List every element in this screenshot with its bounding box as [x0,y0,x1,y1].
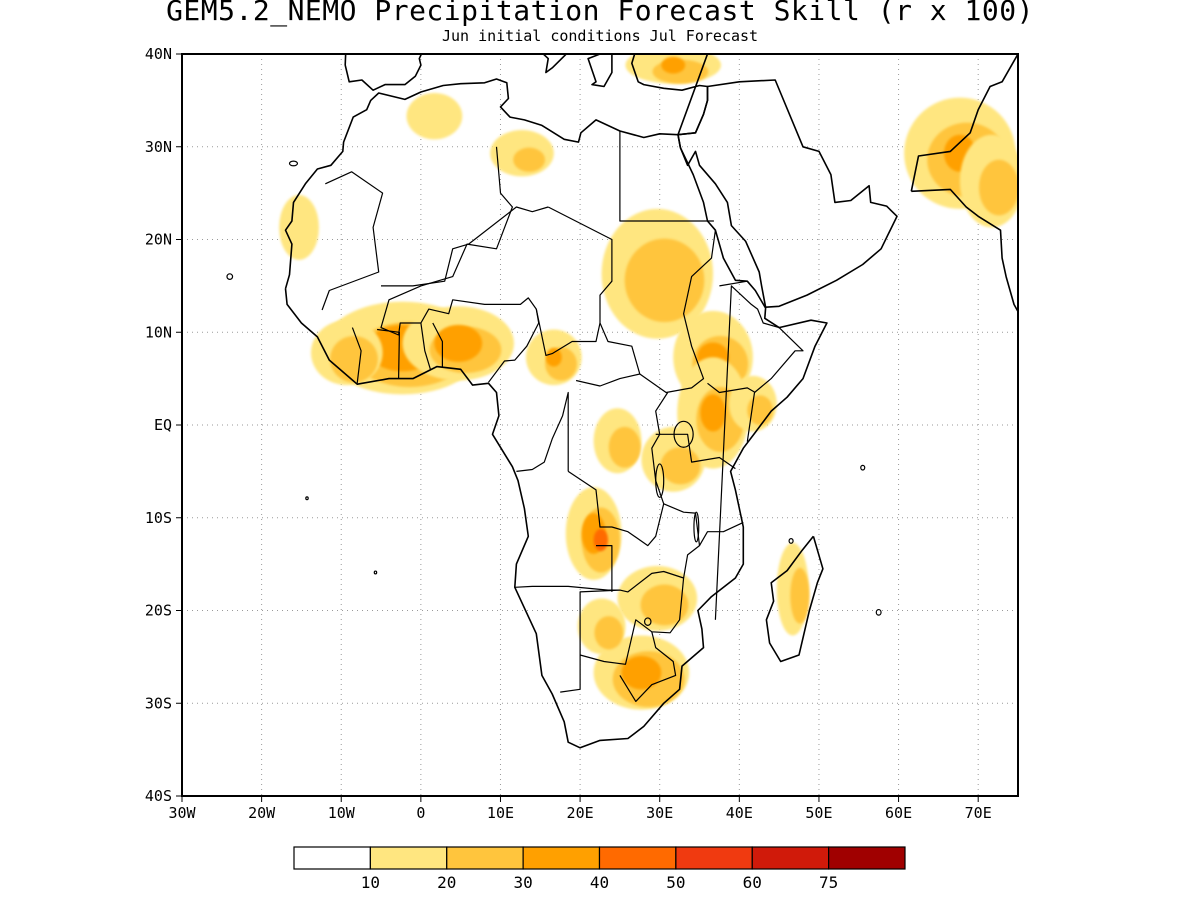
country-border [655,433,736,470]
y-tick-label: EQ [154,416,172,434]
country-border [596,544,613,592]
country-border [377,328,400,379]
y-tick-label: 10N [145,323,172,341]
skill-region [406,92,463,140]
country-border [547,206,716,394]
skill-region [978,159,1018,216]
y-tick-label: 20S [145,602,172,620]
country-border [707,382,756,394]
skill-region [624,238,705,323]
country-border [714,285,804,620]
skill-region [330,335,378,383]
y-tick-label: 10S [145,509,172,527]
skill-region [513,147,546,172]
country-border [698,521,744,546]
country-border [619,631,677,703]
small-feature [643,617,652,626]
colorbar-swatch [675,846,753,870]
x-tick-label: 30E [646,804,673,822]
small-feature [860,464,866,471]
skill-region [545,348,562,367]
coastlines [226,54,1018,749]
x-tick-label: 10W [328,804,356,822]
colorbar-label: 75 [819,873,838,892]
skill-region [279,194,319,260]
country-border [579,570,685,665]
country-border [380,146,540,383]
small-feature [226,273,234,280]
skill-region [434,324,483,362]
small-feature [288,160,299,167]
colorbar-swatch [598,846,677,870]
country-border [432,322,443,367]
skill-region [747,395,773,425]
colorbar-swatch [828,846,906,870]
x-axis-ticks: 30W 20W 10W 0 10E 20E 30E 40E 50E 60E 70E [168,796,992,822]
country-border [719,280,748,287]
chart-subtitle: Jun initial conditions Jul Forecast [441,27,759,45]
country-border [619,131,714,222]
skill-region [661,56,686,74]
country-border [516,391,569,472]
skill-region [594,616,624,650]
skill-region [608,426,641,468]
x-tick-label: 30W [168,804,196,822]
x-tick-label: 40E [726,804,753,822]
y-tick-label: 40S [145,787,172,805]
colorbar-label: 30 [513,873,532,892]
x-tick-label: 10E [487,804,514,822]
colorbar-label: 60 [743,873,762,892]
country-border [381,206,549,287]
colorbar-swatch [293,846,371,870]
colorbar-swatch [446,846,524,870]
small-feature [673,420,694,448]
colorbar-label: 40 [590,873,609,892]
small-feature [305,496,309,501]
colorbar-swatch [369,846,448,870]
x-tick-label: 70E [965,804,992,822]
skill-region [640,584,689,626]
colorbar-label: 10 [361,873,380,892]
x-tick-label: 0 [416,804,425,822]
skill-region [700,394,726,432]
colorbar-label: 20 [437,873,456,892]
small-feature [875,608,882,616]
y-tick-label: 20N [145,231,172,249]
small-feature [693,511,700,543]
skill-region [621,655,662,690]
country-border [351,327,362,384]
country-border [514,585,621,693]
country-border [575,373,640,387]
chart-title: GEM5.2_NEMO Precipitation Forecast Skill… [166,0,1034,27]
small-feature [373,570,378,575]
x-tick-label: 20W [248,804,276,822]
colorbar-swatch [522,846,601,870]
skill-region [593,528,608,552]
colorbar: 10 20 30 40 50 60 75 [293,846,906,892]
country-border [535,308,601,356]
skill-region [790,567,810,624]
coastline [677,79,898,309]
x-tick-label: 50E [805,804,832,822]
y-tick-label: 40N [145,45,172,63]
colorbar-swatch [751,846,830,870]
y-tick-label: 30N [145,138,172,156]
y-tick-label: 30S [145,694,172,712]
x-tick-label: 20E [567,804,594,822]
small-feature [655,463,665,498]
country-border [321,171,384,311]
coastline [765,535,824,663]
x-tick-label: 60E [885,804,912,822]
country-border [663,503,701,579]
small-feature [788,538,794,544]
y-axis-ticks: 40N 30N 20N 10N EQ 10S 20S 30S 40S [145,45,182,805]
colorbar-label: 50 [666,873,685,892]
coastline [910,54,1018,314]
skill-region [660,447,701,485]
country-border [420,322,431,370]
coastline [284,78,828,749]
